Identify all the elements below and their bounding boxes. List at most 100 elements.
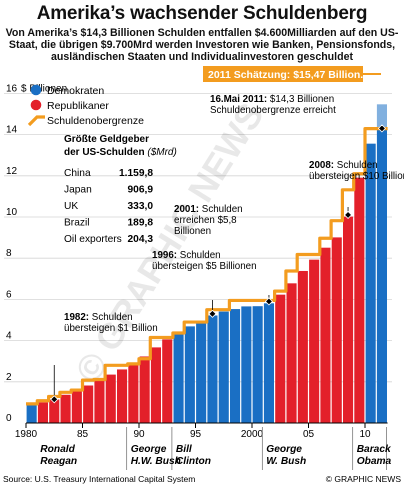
annotations-group: 1982: Schulden übersteigen $1 Billion 1996… xyxy=(50,94,404,404)
annotation-text: 1996: Schulden übersteigen $5 Billionen xyxy=(152,250,257,272)
bar-2001 xyxy=(263,303,274,423)
bars-group xyxy=(26,104,387,424)
annotation-text: 2001: Schulden erreichen $5,8 Billionen xyxy=(174,204,243,237)
legend-dot-democrats xyxy=(30,84,42,96)
lenders-title: Größte Geldgeber der US-Schulden ($Mrd) xyxy=(64,134,177,158)
bar-1987 xyxy=(105,374,116,423)
chart-subtitle: Von Amerika’s $14,3 Billionen Schulden e… xyxy=(5,27,399,64)
y-tick-label: 6 xyxy=(6,289,12,300)
debt-ceiling-line xyxy=(26,127,388,406)
x-tick-label: 1980 xyxy=(15,429,38,440)
y-axis-group: 0 2 4 6 8 10 12 14 16 $ Billionen xyxy=(6,83,67,424)
annotation-text: 1982: Schulden übersteigen $1 Billion xyxy=(64,312,158,334)
y-tick-label: 0 xyxy=(6,413,12,424)
bar-1984 xyxy=(71,390,82,423)
bar-1993 xyxy=(173,332,184,423)
bar-2011-estimate xyxy=(376,104,387,129)
president-ronald-reagan: Ronald Reagan xyxy=(40,444,77,467)
x-axis-group: 1980 85 90 95 2000 05 10 xyxy=(15,422,388,440)
president-bill-clinton: Bill Clinton xyxy=(176,444,211,467)
bar-1999 xyxy=(241,306,252,423)
bar-2002 xyxy=(275,294,286,423)
x-tick-label: 2000 xyxy=(241,429,264,440)
estimate-box xyxy=(203,66,363,82)
estimate-callout: 2011 Schätzung: $15,47 Billion. xyxy=(203,66,381,82)
bar-1990 xyxy=(139,356,150,423)
y-tick-label: 4 xyxy=(6,331,12,342)
lender-name: UK xyxy=(64,201,78,212)
bar-1983 xyxy=(60,394,71,423)
y-tick-label: 14 xyxy=(6,125,18,136)
source-text: Source: U.S. Treasury International Capi… xyxy=(3,474,195,484)
bar-2006 xyxy=(320,247,331,423)
credit-text: © GRAPHIC NEWS xyxy=(326,474,402,484)
bar-1995 xyxy=(196,320,207,423)
president-george-w-bush: George W. Bush xyxy=(266,444,306,467)
president-barack-obama: Barack Obama xyxy=(357,444,392,467)
y-tick-label: 10 xyxy=(6,207,18,218)
legend-dot-republicans xyxy=(30,99,42,111)
bar-1985 xyxy=(83,385,94,423)
bar-1998 xyxy=(230,309,241,423)
annotation-marker xyxy=(377,124,387,133)
chart-title: Amerika’s wachsender Schuldenberg xyxy=(36,3,368,24)
lender-value: 906,9 xyxy=(128,185,154,196)
bar-2010 xyxy=(365,143,376,423)
bar-1996 xyxy=(207,315,218,423)
bar-2009 xyxy=(354,177,365,423)
x-tick-label: 05 xyxy=(303,429,315,440)
bar-2005 xyxy=(309,259,320,423)
y-axis-label: $ Billionen xyxy=(21,83,67,94)
lender-value: 333,0 xyxy=(128,201,154,212)
annotation-2011: 16.Mai 2011: $14,3 Billionen Schuldenober… xyxy=(210,94,387,133)
bar-2007 xyxy=(331,237,342,423)
x-tick-label: 10 xyxy=(359,429,371,440)
lender-name: China xyxy=(64,168,91,179)
annotation-marker xyxy=(343,210,353,220)
bar-2000 xyxy=(252,306,263,423)
annotation-2001: 2001: Schulden erreichen $5,8 Billionen xyxy=(174,204,274,306)
lender-name: Brazil xyxy=(64,218,89,229)
lender-value: 189,8 xyxy=(128,218,154,229)
legend: Demokraten Republikaner Schuldenobergren… xyxy=(27,84,144,127)
bar-2004 xyxy=(297,270,308,423)
bar-1980 xyxy=(26,404,37,423)
bar-2003 xyxy=(286,283,297,423)
bar-2011 xyxy=(376,128,387,424)
bar-1988 xyxy=(117,369,128,423)
annotation-1996: 1996: Schulden übersteigen $5 Billionen xyxy=(152,250,257,318)
bar-1989 xyxy=(128,364,139,423)
annotation-text: 16.Mai 2011: $14,3 Billionen Schuldenober… xyxy=(210,94,336,116)
bar-1992 xyxy=(162,339,173,423)
x-tick-label: 85 xyxy=(77,429,89,440)
estimate-label: 2011 Schätzung: $15,47 Billion. xyxy=(208,69,363,81)
annotation-marker xyxy=(208,309,217,318)
lender-value: 1.159,8 xyxy=(119,168,153,179)
lender-name: Oil exporters xyxy=(64,234,122,245)
legend-label-republicans: Republikaner xyxy=(47,100,109,112)
y-tick-label: 2 xyxy=(6,372,12,383)
y-tick-label: 16 xyxy=(6,83,18,94)
y-tick-label: 12 xyxy=(6,166,18,177)
bar-1981 xyxy=(37,402,48,423)
legend-icon-debt-ceiling xyxy=(27,115,45,127)
annotation-1982: 1982: Schulden übersteigen $1 Billion xyxy=(50,312,158,404)
legend-label-debt-ceiling: Schuldenobergrenze xyxy=(47,115,144,127)
x-tick-label: 90 xyxy=(133,429,145,440)
legend-label-democrats: Demokraten xyxy=(47,85,104,97)
bar-1994 xyxy=(184,326,195,423)
lenders-table: Größte Geldgeber der US-Schulden ($Mrd) … xyxy=(64,134,177,245)
lenders-unit: ($Mrd) xyxy=(147,147,176,158)
annotation-marker xyxy=(264,297,274,306)
annotation-marker xyxy=(50,395,59,404)
bar-2008 xyxy=(343,216,354,423)
bar-1991 xyxy=(150,347,161,423)
lender-name: Japan xyxy=(64,185,92,196)
x-tick-label: 95 xyxy=(190,429,202,440)
lender-value: 204,3 xyxy=(128,234,154,245)
bar-1997 xyxy=(218,311,229,423)
